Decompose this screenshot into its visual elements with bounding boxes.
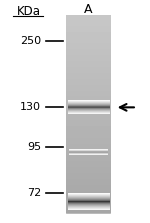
Text: A: A — [84, 3, 93, 16]
Text: 130: 130 — [20, 102, 41, 112]
Text: 250: 250 — [20, 36, 41, 46]
Text: 72: 72 — [27, 188, 41, 198]
Text: 95: 95 — [27, 142, 41, 152]
Text: KDa: KDa — [17, 5, 41, 18]
Bar — [66, 15, 110, 213]
